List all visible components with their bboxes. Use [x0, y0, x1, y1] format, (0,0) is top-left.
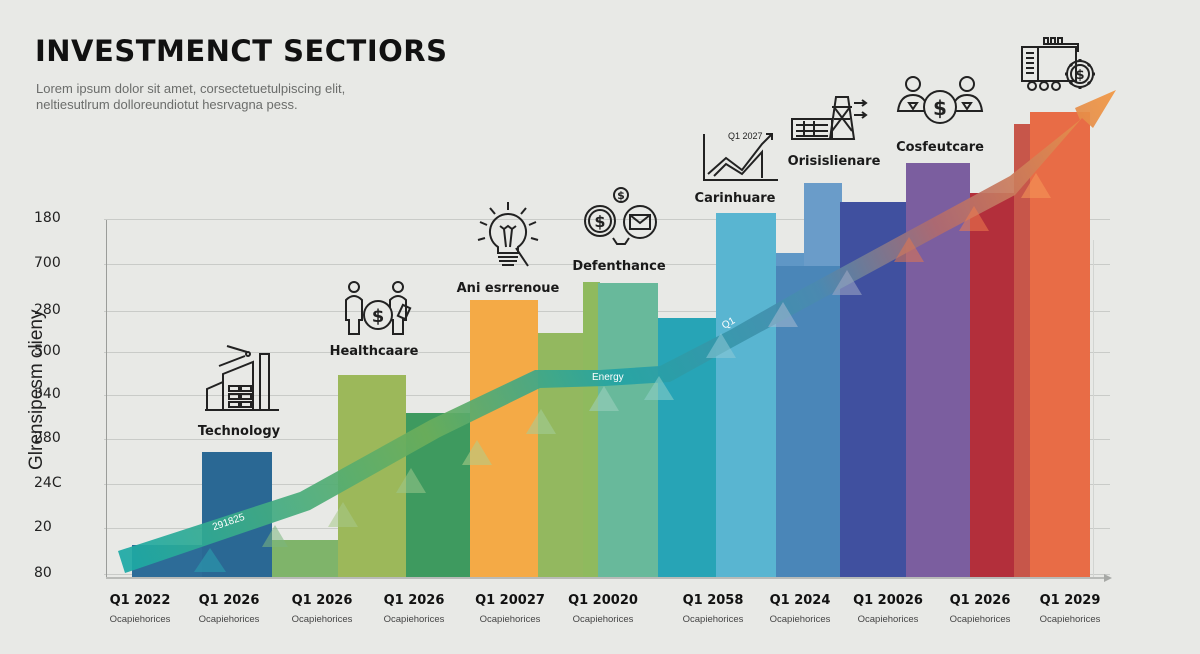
machine-gear-dollar-icon: $ — [1021, 37, 1095, 91]
subtitle-line-1: Lorem ipsum dolor sit amet, corsectetuet… — [36, 81, 346, 96]
x-tick-sublabel: Ocapiehorices — [198, 614, 260, 625]
x-tick-sublabel: Ocapiehorices — [682, 614, 744, 625]
y-tick-label: 280 — [34, 430, 61, 446]
x-tick-sublabel: Ocapiehorices — [479, 614, 541, 625]
line-chart-icon — [703, 133, 778, 181]
svg-text:$: $ — [594, 212, 605, 231]
bar-8 — [598, 283, 658, 577]
x-tick-label: Q1 2024 — [769, 593, 831, 608]
x-tick-sublabel: Ocapiehorices — [291, 614, 353, 625]
sector-label-orisislienare: Orisislienare — [787, 154, 881, 169]
sector-label-healthcare: Healthcaare — [329, 344, 419, 359]
bar-5 — [470, 300, 538, 577]
bar-16 — [970, 193, 1016, 577]
x-tick: Q1 2024 Ocapiehorices — [745, 593, 855, 625]
y-tick-label: 280 — [34, 302, 61, 318]
x-tick-label: Q1 2022 — [109, 593, 171, 608]
y-axis-line — [106, 220, 107, 578]
svg-text:$: $ — [617, 189, 625, 202]
investors-dollar-icon: $ — [896, 76, 984, 124]
x-tick: Q1 20020 Ocapiehorices — [548, 593, 658, 625]
sector-label-ai: Ani esrrenoue — [456, 281, 560, 296]
x-tick-label: Q1 2026 — [949, 593, 1011, 608]
x-tick-label: Q1 20027 — [475, 593, 545, 608]
y-tick-label: 80 — [34, 565, 52, 581]
x-tick-sublabel: Ocapiehorices — [769, 614, 831, 625]
x-tick: Q1 2026 Ocapiehorices — [925, 593, 1035, 625]
sector-label-technology: Technology — [197, 424, 281, 439]
x-tick-sublabel: Ocapiehorices — [109, 614, 171, 625]
y-tick-label: 500 — [34, 343, 61, 359]
bar-17 — [1014, 124, 1032, 577]
x-tick-label: Q1 2026 — [383, 593, 445, 608]
x-tick-label: Q1 2026 — [291, 593, 353, 608]
x-tick-label: Q1 2029 — [1039, 593, 1101, 608]
sector-label-carinhuare: Carinhuare — [694, 191, 776, 206]
chart-icon-text: Q1 2027 — [728, 131, 763, 141]
subtitle-line-2: neltiesutlrum dolloreundiotut hesrvagna … — [36, 97, 298, 112]
y-tick-label: 20 — [34, 519, 52, 535]
x-tick-label: Q1 20026 — [853, 593, 923, 608]
svg-text:$: $ — [933, 96, 947, 120]
x-axis-line — [106, 577, 1110, 579]
y-tick-label: 340 — [34, 386, 61, 402]
x-tick: Q1 2026 Ocapiehorices — [174, 593, 284, 625]
trend-band-label-energy: Energy — [592, 372, 624, 383]
chart-subtitle: Lorem ipsum dolor sit amet, corsectetuet… — [36, 81, 456, 113]
bar-7 — [583, 282, 600, 577]
x-tick: Q1 2026 Ocapiehorices — [267, 593, 377, 625]
x-tick-sublabel: Ocapiehorices — [383, 614, 445, 625]
x-tick-sublabel: Ocapiehorices — [1039, 614, 1101, 625]
gridline — [104, 264, 1110, 265]
sector-label-cosfeutcare: Cosfeutcare — [896, 140, 984, 155]
x-tick-sublabel: Ocapiehorices — [857, 614, 919, 625]
bar-10 — [716, 213, 776, 577]
gridline — [104, 219, 1110, 220]
oil-rig-icon — [791, 96, 868, 140]
x-tick-label: Q1 20020 — [568, 593, 638, 608]
x-tick: Q1 2026 Ocapiehorices — [359, 593, 469, 625]
x-tick: Q1 20027 Ocapiehorices — [455, 593, 565, 625]
x-tick: Q1 20026 Ocapiehorices — [833, 593, 943, 625]
people-dollar-icon: $ — [345, 281, 412, 335]
factory-icon — [205, 345, 279, 411]
x-tick-label: Q1 2026 — [198, 593, 260, 608]
x-tick-sublabel: Ocapiehorices — [949, 614, 1011, 625]
x-tick: Q1 2022 Ocapiehorices — [85, 593, 195, 625]
x-tick-label: Q1 2058 — [682, 593, 744, 608]
x-tick: Q1 2058 Ocapiehorices — [658, 593, 768, 625]
x-tick-sublabel: Ocapiehorices — [572, 614, 634, 625]
y-tick-label: 700 — [34, 255, 61, 271]
right-axis-line — [1093, 240, 1094, 577]
y-tick-label: 24C — [34, 475, 62, 491]
svg-text:$: $ — [1075, 68, 1084, 83]
svg-text:$: $ — [372, 306, 385, 327]
x-axis-arrow-icon — [1104, 574, 1112, 582]
lightbulb-icon — [477, 202, 539, 267]
coins-envelope-icon: $ $ — [584, 187, 657, 245]
chart-title: INVESTMENCT SECTIORS — [35, 34, 448, 68]
y-tick-label: 180 — [34, 210, 61, 226]
sector-label-defense: Defenthance — [572, 259, 666, 274]
x-tick: Q1 2029 Ocapiehorices — [1015, 593, 1125, 625]
